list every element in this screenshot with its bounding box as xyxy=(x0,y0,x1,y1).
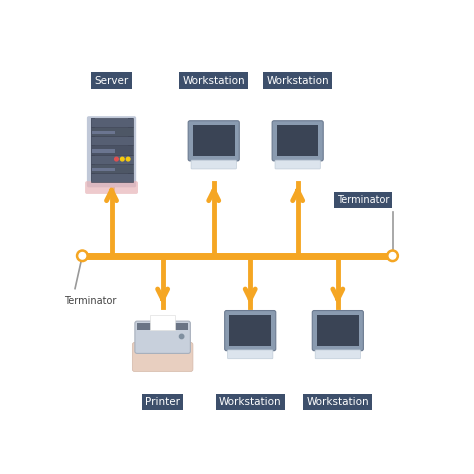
FancyBboxPatch shape xyxy=(91,136,133,146)
Circle shape xyxy=(387,250,399,262)
Text: Terminator: Terminator xyxy=(337,195,389,205)
FancyBboxPatch shape xyxy=(188,121,239,161)
FancyBboxPatch shape xyxy=(277,126,319,156)
FancyBboxPatch shape xyxy=(225,310,276,351)
FancyBboxPatch shape xyxy=(228,350,273,359)
Text: Workstation: Workstation xyxy=(307,397,369,407)
FancyBboxPatch shape xyxy=(91,164,133,173)
FancyBboxPatch shape xyxy=(317,315,359,346)
Circle shape xyxy=(115,157,118,161)
Text: Printer: Printer xyxy=(145,397,180,407)
FancyBboxPatch shape xyxy=(91,155,133,164)
FancyBboxPatch shape xyxy=(193,126,235,156)
FancyBboxPatch shape xyxy=(275,160,320,169)
Circle shape xyxy=(79,253,86,259)
Circle shape xyxy=(389,253,396,259)
FancyBboxPatch shape xyxy=(132,343,193,372)
FancyBboxPatch shape xyxy=(135,321,191,354)
FancyBboxPatch shape xyxy=(315,350,360,359)
FancyBboxPatch shape xyxy=(312,310,364,351)
FancyBboxPatch shape xyxy=(128,118,133,182)
Circle shape xyxy=(120,157,124,161)
FancyBboxPatch shape xyxy=(91,118,133,127)
Text: Workstation: Workstation xyxy=(182,76,245,86)
FancyBboxPatch shape xyxy=(229,315,271,346)
FancyBboxPatch shape xyxy=(281,140,314,148)
FancyBboxPatch shape xyxy=(91,118,95,182)
Text: Workstation: Workstation xyxy=(219,397,282,407)
Circle shape xyxy=(126,157,130,161)
FancyBboxPatch shape xyxy=(234,329,267,337)
FancyBboxPatch shape xyxy=(92,149,116,153)
FancyBboxPatch shape xyxy=(150,315,175,330)
FancyBboxPatch shape xyxy=(92,131,116,135)
FancyBboxPatch shape xyxy=(272,121,323,161)
FancyBboxPatch shape xyxy=(321,329,355,337)
FancyBboxPatch shape xyxy=(92,168,116,171)
FancyBboxPatch shape xyxy=(91,146,133,155)
Text: Terminator: Terminator xyxy=(64,296,117,306)
FancyBboxPatch shape xyxy=(191,160,237,169)
Circle shape xyxy=(180,334,184,338)
FancyBboxPatch shape xyxy=(85,181,138,194)
FancyBboxPatch shape xyxy=(137,323,188,330)
FancyBboxPatch shape xyxy=(91,127,133,136)
Circle shape xyxy=(76,250,88,262)
FancyBboxPatch shape xyxy=(91,173,133,182)
FancyBboxPatch shape xyxy=(87,116,136,187)
Text: Workstation: Workstation xyxy=(266,76,329,86)
FancyBboxPatch shape xyxy=(197,140,230,148)
Text: Server: Server xyxy=(94,76,128,86)
